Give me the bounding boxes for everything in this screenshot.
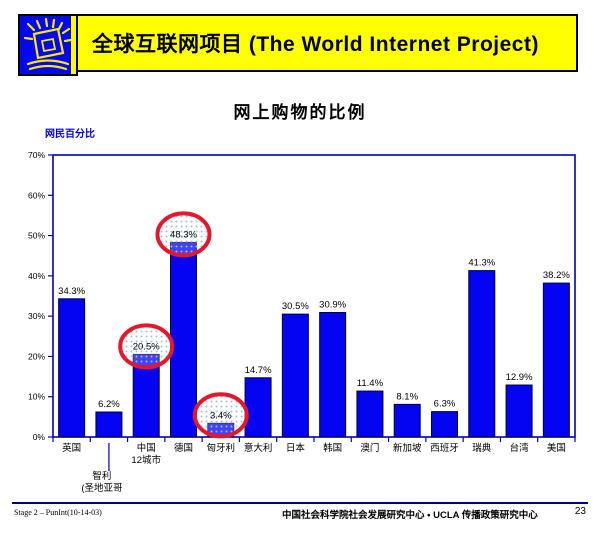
y-tick-label: 10% — [28, 392, 45, 402]
bar-value-label: 3.4% — [210, 410, 232, 421]
annotation-ellipse-fill — [157, 213, 210, 256]
bar — [58, 298, 86, 438]
annotation-circle — [118, 323, 175, 370]
bar-value-label: 30.5% — [282, 301, 309, 312]
annotation-circle — [155, 211, 212, 258]
x-category-label: (圣地亚哥 — [81, 482, 122, 494]
x-category-label: 瑞典 — [472, 442, 492, 454]
y-tick-label: 70% — [28, 150, 45, 160]
bar-value-label: 14.7% — [245, 365, 272, 376]
bar — [281, 313, 309, 438]
x-category-label: 新加坡 — [393, 442, 422, 454]
footer-divider — [12, 502, 588, 504]
bar-value-label: 34.3% — [58, 286, 85, 297]
bar — [505, 384, 533, 438]
bar — [319, 312, 347, 438]
bar — [170, 241, 197, 438]
header-banner: 全球互联网项目 (The World Internet Project) — [18, 14, 578, 76]
page-number: 23 — [574, 506, 586, 517]
bar-value-label: 8.1% — [396, 391, 418, 402]
x-category-label: 日本 — [286, 442, 306, 454]
plot-frame — [52, 154, 576, 438]
y-tick-label: 0% — [33, 432, 46, 442]
annotation-circle — [192, 392, 249, 439]
footer-stage-note: Stage 2 – PunInt(10-14-03) — [14, 508, 102, 517]
bar — [542, 282, 570, 438]
bar-chart: 0% 10% 20% 30% 40% 50% 60% 70% 34.3% 6.2% 20.5% 48.… — [0, 120, 600, 505]
x-category-label: 台湾 — [510, 442, 530, 454]
bar — [244, 377, 272, 438]
bar-value-label: 6.3% — [434, 399, 456, 410]
bar — [356, 390, 384, 438]
bar-chart-svg: 0% 10% 20% 30% 40% 50% 60% 70% 34.3% 6.2% 20.5% 48.… — [28, 150, 576, 494]
x-category-label: 意大利 — [244, 442, 273, 454]
y-tick-label: 20% — [28, 351, 45, 361]
logo-accent-strip — [71, 16, 76, 74]
bar-value-label: 6.2% — [98, 399, 120, 410]
y-tick-label: 30% — [28, 311, 45, 321]
presentation-title: 全球互联网项目 (The World Internet Project) — [92, 33, 539, 56]
bar — [95, 411, 123, 438]
annotation-ellipse-fill — [194, 394, 247, 437]
y-tick-label: 60% — [28, 190, 45, 200]
x-category-label: 12城市 — [131, 454, 161, 466]
bar — [468, 270, 496, 438]
x-category-label: 德国 — [174, 442, 193, 454]
x-category-label: 匈牙利 — [207, 442, 236, 454]
project-logo — [18, 14, 78, 76]
x-category-label: 韩国 — [323, 442, 342, 454]
footer-credits: 中国社会科学院社会发展研究中心 • UCLA 传播政策研究中心 — [282, 510, 538, 521]
bar — [431, 411, 458, 438]
x-category-label: 西班牙 — [430, 442, 459, 454]
bar-value-label: 41.3% — [468, 258, 495, 269]
bar — [393, 403, 421, 438]
x-category-label: 美国 — [547, 442, 566, 454]
bar-value-label: 12.9% — [506, 372, 533, 383]
annotation-ellipse-fill — [120, 325, 173, 368]
bar-value-label: 11.4% — [357, 378, 384, 389]
bar-value-label: 48.3% — [170, 229, 197, 240]
bar-value-label: 30.9% — [319, 300, 346, 311]
y-axis-label: 网民百分比 — [45, 129, 95, 140]
y-tick-label: 50% — [28, 231, 45, 241]
bar-value-label: 20.5% — [133, 341, 160, 352]
x-category-label: 澳门 — [360, 442, 379, 454]
bar-value-label: 38.2% — [543, 270, 570, 281]
x-category-label: 智利 — [92, 470, 111, 482]
globe-monitor-icon — [23, 17, 73, 71]
y-tick-label: 40% — [28, 271, 45, 281]
x-category-label: 中国 — [137, 442, 156, 454]
x-category-label: 英国 — [62, 442, 81, 454]
chart-title: 网上购物的比例 — [233, 103, 367, 122]
